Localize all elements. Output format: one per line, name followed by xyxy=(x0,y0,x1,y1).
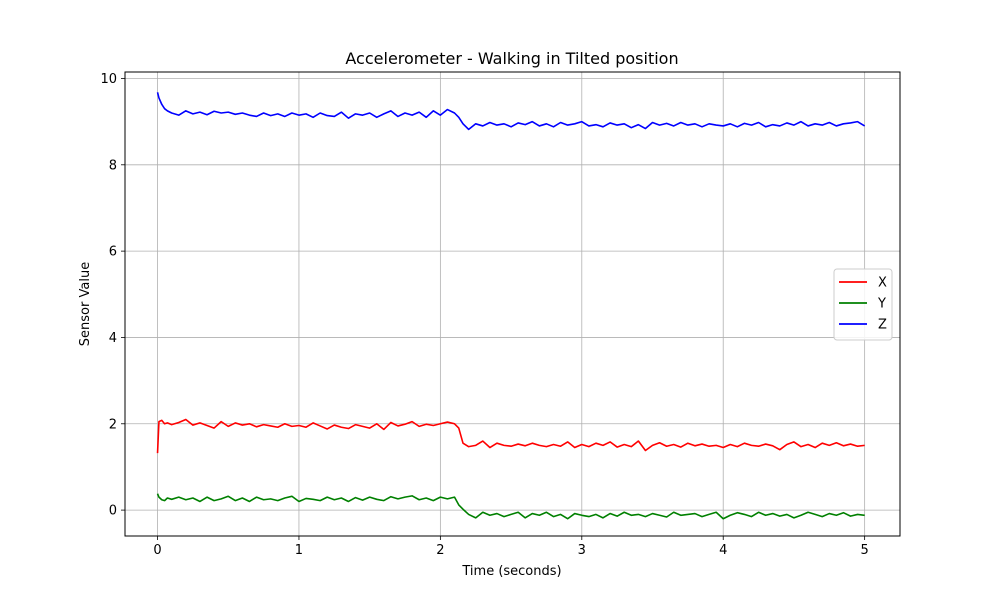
x-tick-label: 0 xyxy=(153,543,161,558)
series-line-y xyxy=(156,493,865,520)
series-line-x xyxy=(156,418,865,454)
legend-box xyxy=(833,268,893,341)
y-tick-label: 4 xyxy=(109,331,117,346)
chart-title: Accelerometer - Walking in Tilted positi… xyxy=(345,49,678,68)
y-tick-label: 10 xyxy=(100,72,117,87)
y-tick-label: 6 xyxy=(109,245,117,260)
x-tick-label: 1 xyxy=(295,543,303,558)
axis-ticks: 0 1 2 3 4 5 0 2 4 6 8 10 xyxy=(100,72,868,558)
y-tick-label: 2 xyxy=(109,417,117,432)
series-line-z xyxy=(156,92,866,131)
legend-label-z: Z xyxy=(878,318,887,333)
y-tick-label: 8 xyxy=(109,158,117,173)
grid xyxy=(125,72,900,536)
legend-label-x: X xyxy=(878,276,887,291)
legend-label-y: Y xyxy=(877,297,886,312)
plot-frame xyxy=(124,71,901,537)
x-tick-label: 2 xyxy=(436,543,444,558)
series-lines xyxy=(156,92,866,520)
x-tick-label: 5 xyxy=(861,543,869,558)
y-axis-label: Sensor Value xyxy=(78,262,93,346)
y-tick-label: 0 xyxy=(109,504,117,519)
x-tick-label: 4 xyxy=(719,543,727,558)
legend: XYZ xyxy=(833,268,893,341)
x-tick-label: 3 xyxy=(578,543,586,558)
x-axis-label: Time (seconds) xyxy=(461,564,561,579)
